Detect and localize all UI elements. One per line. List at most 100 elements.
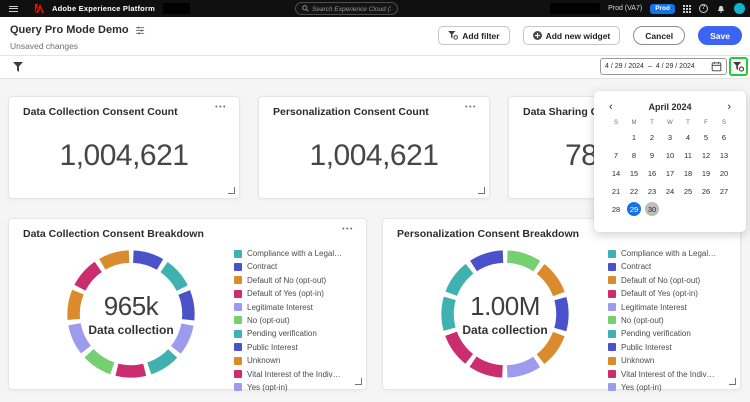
legend-label: Compliance with a Legal… [247, 249, 343, 258]
calendar-date[interactable]: 3 [667, 132, 673, 142]
metric-value: 78 [565, 139, 598, 172]
legend-item[interactable]: Public Interest [234, 343, 354, 352]
legend-item[interactable]: Vital Interest of the Indiv… [234, 370, 354, 379]
app-switcher-icon[interactable] [683, 4, 691, 13]
widget-data-collection-consent-count[interactable]: Data Collection Consent Count ••• 1,004,… [8, 96, 240, 199]
legend-item[interactable]: Default of Yes (opt-in) [608, 289, 728, 298]
legend-item[interactable]: Legitimate Interest [608, 303, 728, 312]
date-start-value[interactable]: 4 / 29 / 2024 [605, 63, 644, 70]
legend-label: No (opt-out) [621, 315, 664, 325]
legend-item[interactable]: Default of Yes (opt-in) [234, 289, 354, 298]
legend-item[interactable]: Legitimate Interest [234, 303, 354, 312]
calendar-date[interactable]: 2 [649, 132, 655, 142]
date-end-value[interactable]: 4 / 29 / 2024 [655, 63, 695, 70]
calendar-date[interactable]: 14 [611, 168, 621, 178]
hamburger-menu-icon[interactable] [9, 5, 18, 12]
legend-item[interactable]: Contract [234, 262, 354, 271]
widget-menu-icon[interactable]: ••• [342, 226, 354, 233]
date-range-input[interactable]: 4 / 29 / 2024 – 4 / 29 / 2024 [600, 58, 727, 75]
legend-swatch [608, 303, 616, 312]
calendar-date[interactable]: 15 [629, 168, 639, 178]
calendar-date[interactable]: 24 [665, 186, 675, 196]
calendar-date[interactable]: 30 [643, 200, 661, 218]
calendar-date[interactable]: 12 [701, 150, 711, 160]
calendar-date[interactable]: 28 [611, 204, 621, 214]
legend-item[interactable]: Pending verification [608, 329, 728, 338]
calendar-icon[interactable] [711, 61, 722, 72]
widget-menu-icon[interactable]: ••• [215, 104, 227, 111]
resize-handle[interactable] [478, 187, 485, 194]
donut-segment[interactable] [441, 250, 569, 378]
calendar-date[interactable]: 19 [701, 168, 711, 178]
resize-handle[interactable] [228, 187, 235, 194]
legend-item[interactable]: Public Interest [608, 343, 728, 352]
legend-item[interactable]: Yes (opt-in) [234, 383, 354, 392]
calendar-empty-cell [679, 200, 697, 218]
donut-segment[interactable] [67, 250, 195, 378]
calendar-date[interactable]: 18 [683, 168, 693, 178]
legend-item[interactable]: Vital Interest of the Indiv… [608, 370, 728, 379]
calendar-date[interactable]: 29 [625, 200, 643, 218]
calendar-date[interactable]: 13 [719, 150, 729, 160]
widget-data-collection-consent-breakdown[interactable]: Data Collection Consent Breakdown ••• 96… [8, 218, 367, 392]
calendar-date[interactable]: 23 [647, 186, 657, 196]
legend-item[interactable]: Compliance with a Legal… [608, 249, 728, 258]
calendar-date[interactable]: 8 [631, 150, 637, 160]
calendar-date[interactable]: 5 [703, 132, 709, 142]
calendar-date[interactable]: 17 [665, 168, 675, 178]
donut-segment[interactable] [441, 250, 569, 378]
calendar-date[interactable]: 4 [685, 132, 691, 142]
legend-swatch [234, 356, 242, 365]
search-input[interactable]: Search Experience Cloud (⌘+/) [295, 2, 398, 15]
add-filter-button[interactable]: Add filter [438, 26, 510, 45]
widget-menu-icon[interactable]: ••• [465, 104, 477, 111]
legend-item[interactable]: Default of No (opt-out) [608, 276, 728, 285]
help-icon[interactable]: ? [699, 4, 708, 13]
legend-item[interactable]: Compliance with a Legal… [234, 249, 354, 258]
calendar-date[interactable]: 7 [613, 150, 619, 160]
calendar-date[interactable]: 6 [721, 132, 727, 142]
calendar-date[interactable]: 9 [649, 150, 655, 160]
filter-gear-icon [733, 61, 744, 72]
legend-item[interactable]: Pending verification [234, 329, 354, 338]
calendar-date[interactable]: 25 [683, 186, 693, 196]
legend-label: Default of Yes (opt-in) [247, 289, 324, 299]
calendar-date[interactable]: 21 [611, 186, 621, 196]
calendar-date[interactable]: 16 [647, 168, 657, 178]
cancel-button[interactable]: Cancel [633, 26, 686, 45]
notifications-bell-icon[interactable] [716, 4, 726, 14]
next-month-chevron-icon[interactable]: › [727, 100, 731, 113]
calendar-date[interactable]: 10 [665, 150, 675, 160]
donut-segment[interactable] [67, 250, 195, 378]
save-button[interactable]: Save [698, 26, 742, 45]
calendar-date[interactable]: 22 [629, 186, 639, 196]
filter-funnel-icon[interactable] [13, 62, 24, 72]
dashboard-settings-icon[interactable] [135, 26, 145, 35]
add-new-widget-button[interactable]: Add new widget [522, 26, 621, 45]
legend-item[interactable]: No (opt-out) [608, 316, 728, 325]
resize-handle[interactable] [355, 378, 362, 385]
calendar-date[interactable]: 1 [631, 132, 637, 142]
widget-personalization-consent-count[interactable]: Personalization Consent Count ••• 1,004,… [258, 96, 490, 199]
calendar-date[interactable]: 11 [684, 150, 692, 160]
legend-item[interactable]: Yes (opt-in) [608, 383, 728, 392]
filter-funnel-icon [448, 31, 459, 40]
user-avatar[interactable] [734, 3, 745, 14]
legend-item[interactable]: No (opt-out) [234, 316, 354, 325]
top-navigation-bar: Adobe Experience Platform Search Experie… [0, 0, 750, 17]
environment-badge[interactable]: Prod [650, 3, 675, 14]
legend-item[interactable]: Unknown [608, 356, 728, 365]
legend-item[interactable]: Unknown [234, 356, 354, 365]
donut-chart: 965k Data collection [64, 247, 198, 381]
previous-month-chevron-icon[interactable]: ‹ [609, 100, 613, 113]
calendar-date[interactable]: 26 [701, 186, 711, 196]
calendar-date[interactable]: 20 [719, 168, 729, 178]
widget-personalization-consent-breakdown[interactable]: Personalization Consent Breakdown ••• 1.… [382, 218, 741, 392]
calendar-date[interactable]: 27 [719, 186, 729, 196]
resize-handle[interactable] [729, 378, 736, 385]
legend-item[interactable]: Contract [608, 262, 728, 271]
legend-item[interactable]: Default of No (opt-out) [234, 276, 354, 285]
filter-settings-button[interactable] [729, 57, 748, 76]
donut-segment[interactable] [67, 250, 195, 378]
